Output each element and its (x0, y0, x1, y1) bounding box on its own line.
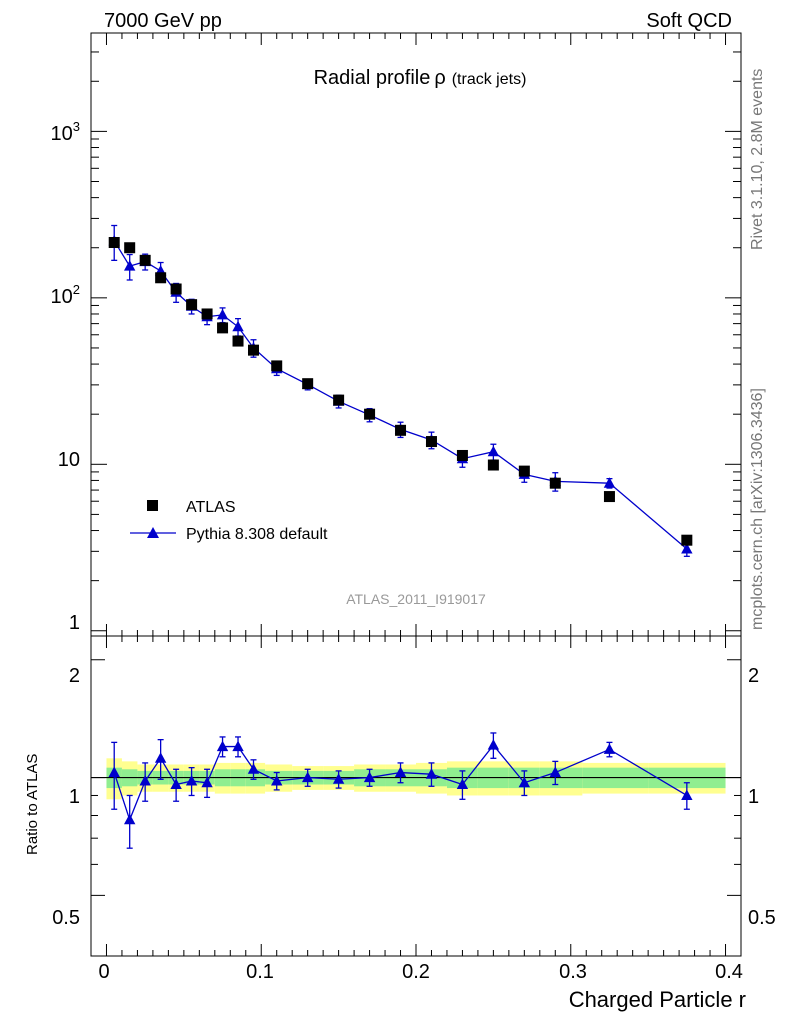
ratio-panel: 2 1 0.5 2 1 0.5 Ratio to ATLAS 0 0.1 0.2… (24, 635, 776, 1012)
data-uncertainty-bands (106, 758, 726, 800)
data-point (186, 299, 198, 311)
main-panel: Radial profile ρ (track jets) ATLAS_2011_I… (51, 32, 742, 637)
mc-line (113, 240, 688, 550)
ratio-y-tick-label-05-left: 0.5 (52, 907, 80, 929)
chart-title-symbol: ρ (434, 67, 445, 89)
mc-point (123, 260, 136, 271)
ratio-y-tick-label-2-right: 2 (748, 665, 759, 687)
ratio-mc-point (518, 776, 531, 788)
chart-title-suffix: (track jets) (452, 71, 527, 88)
data-point (395, 424, 407, 436)
ratio-mc-series (108, 732, 693, 849)
data-point (271, 360, 283, 372)
ratio-mc-point (232, 740, 244, 752)
x-tick-label-0.2: 0.2 (402, 961, 430, 983)
data-point (170, 283, 182, 295)
data-point (681, 534, 693, 546)
ratio-mc-point (301, 771, 314, 783)
data-point (333, 394, 345, 406)
x-tick-label-0.3: 0.3 (559, 961, 587, 983)
legend-mc-label: Pythia 8.308 default (186, 526, 328, 543)
mc-point (603, 477, 616, 488)
data-point (549, 477, 561, 489)
ratio-axis-ticks (91, 636, 741, 956)
ratio-y-tick-label-05-right: 0.5 (748, 907, 776, 929)
data-point (232, 335, 244, 347)
ratio-mc-point (185, 774, 198, 786)
ratio-mc-point (247, 763, 260, 774)
ratio-mc-point (394, 766, 407, 778)
data-point (425, 436, 437, 448)
y-tick-label-1000: 103 (51, 119, 80, 145)
ratio-mc-point (271, 774, 283, 786)
chart-title-text: Radial profile (314, 67, 431, 89)
mc-point (487, 445, 500, 457)
mc-point (681, 542, 693, 554)
ratio-mc-point (332, 773, 345, 784)
y-tick-label-100: 102 (51, 282, 80, 308)
data-point (155, 272, 167, 284)
ratio-mc-point (170, 778, 182, 790)
x-tick-label-0: 0 (98, 961, 109, 983)
ratio-mc-point (201, 776, 213, 788)
data-point (302, 378, 314, 390)
ratio-y-tick-label-1-left: 1 (69, 786, 80, 808)
ratio-mc-point (154, 752, 167, 763)
x-tick-label-0.1: 0.1 (246, 961, 274, 983)
data-point (217, 322, 229, 334)
ratio-mc-point (216, 740, 229, 752)
legend: ATLAS Pythia 8.308 default (130, 499, 328, 543)
ratio-y-axis-label: Ratio to ATLAS (24, 754, 41, 855)
data-point (124, 242, 136, 254)
legend-data-label: ATLAS (186, 499, 236, 516)
data-point (201, 308, 213, 320)
analysis-label: ATLAS_2011_I919017 (346, 591, 486, 607)
ratio-mc-point (123, 813, 136, 825)
y-tick-label-10: 10 (58, 449, 80, 471)
legend-mc-marker (147, 527, 159, 538)
ratio-panel-frame (90, 635, 742, 957)
ratio-mc-point (363, 771, 376, 783)
main-panel-frame (90, 32, 742, 637)
mc-point (216, 308, 229, 320)
y-tick-label-1: 1 (69, 612, 80, 634)
header-process-label: Soft QCD (646, 10, 732, 32)
x-axis-label: Charged Particle r (569, 987, 746, 1012)
ratio-mc-point (425, 768, 438, 779)
ratio-y-tick-label-2-left: 2 (69, 665, 80, 687)
data-point (108, 237, 120, 249)
data-point (603, 491, 615, 503)
main-axis-tick-labels: 1 10 102 103 (51, 119, 80, 634)
ratio-mc-point (139, 774, 151, 786)
data-point (139, 254, 151, 266)
atlas-data-series (108, 237, 693, 546)
ratio-y-tick-label-1-right: 1 (748, 786, 759, 808)
rivet-version-label: Rivet 3.1.10, 2.8M events (749, 69, 766, 250)
mc-point (232, 320, 244, 332)
mcplots-reference-label: mcplots.cern.ch [arXiv:1306.3436] (749, 388, 766, 630)
ratio-mc-point (603, 743, 616, 754)
chart-title: Radial profile ρ (track jets) (314, 67, 527, 89)
data-point (248, 344, 259, 356)
data-point (487, 459, 499, 471)
ratio-mc-point (681, 789, 693, 800)
ratio-mc-line (113, 744, 688, 822)
legend-data-marker (147, 500, 158, 511)
ratio-mc-point (456, 778, 469, 790)
ratio-mc-point (487, 739, 500, 750)
ratio-mc-point (108, 766, 120, 778)
header-energy-label: 7000 GeV pp (104, 10, 222, 32)
ratio-mc-point (549, 766, 561, 778)
data-point (456, 449, 468, 461)
x-tick-label-0.4: 0.4 (715, 961, 743, 983)
data-point (518, 465, 530, 477)
main-axis-ticks (91, 33, 741, 636)
data-point (364, 408, 376, 420)
